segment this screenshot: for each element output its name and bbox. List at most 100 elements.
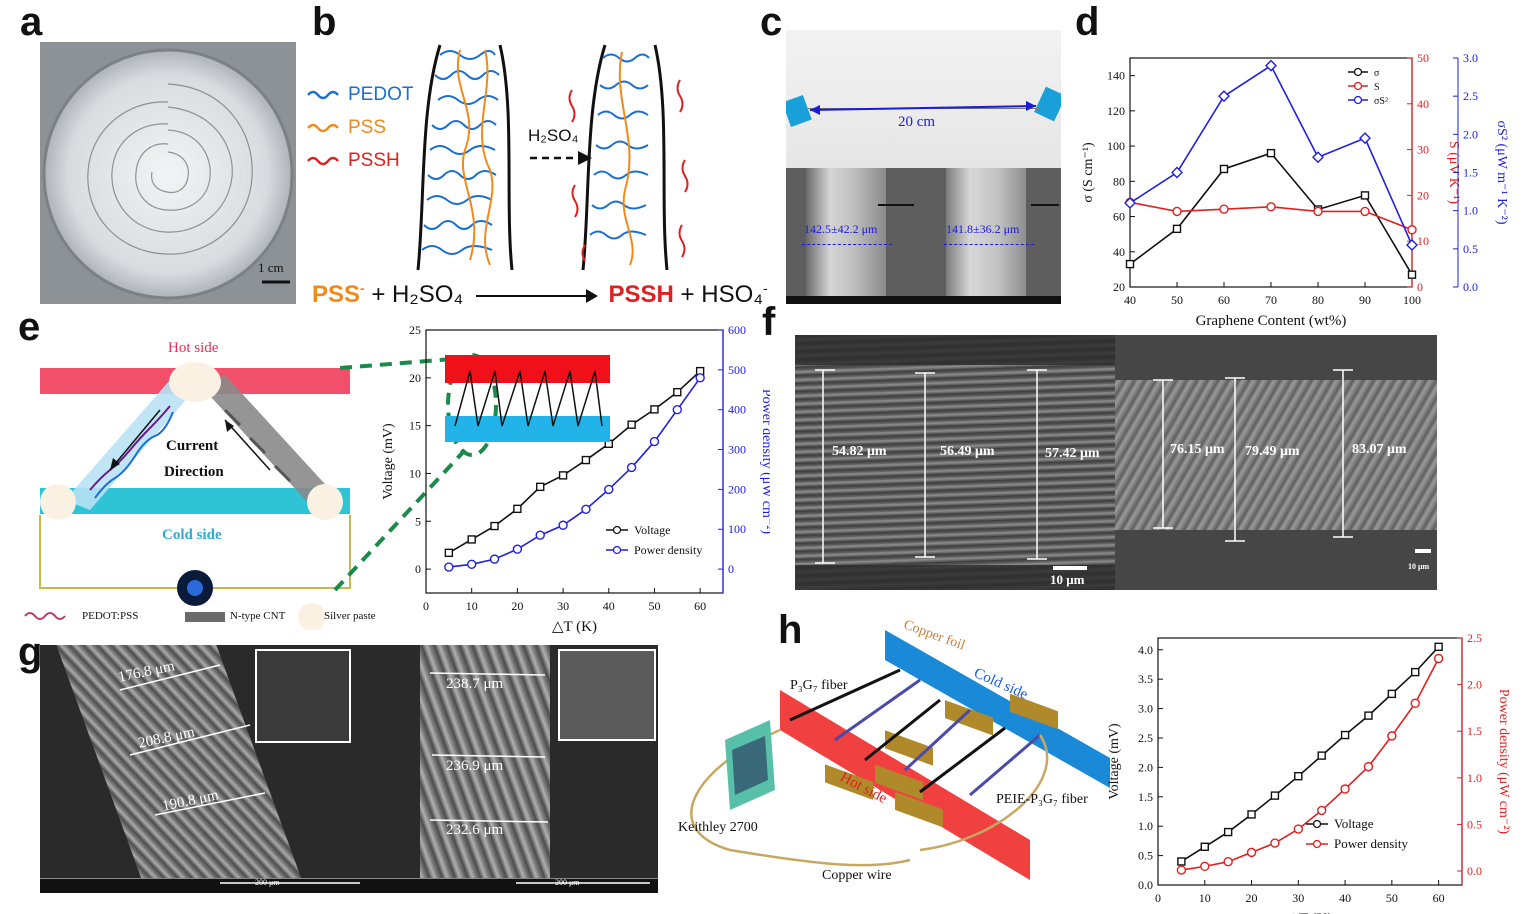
panel-label-d: d (1075, 0, 1100, 44)
y-tick-label: 600 (728, 323, 746, 337)
data-point (1223, 827, 1233, 837)
y-tick-label: 1.5 (1463, 166, 1478, 180)
x-tick-label: 0 (1155, 891, 1161, 905)
legend-marker (1353, 81, 1363, 91)
x-tick-label: 60 (1433, 891, 1445, 905)
y-tick-label: 2.0 (1138, 760, 1153, 774)
legend-marker (1312, 839, 1322, 849)
data-point (1265, 59, 1277, 72)
silver-paste-right (307, 484, 343, 520)
y-tick-label: 100 (728, 522, 746, 536)
y-tick-label: 0 (1417, 280, 1423, 294)
y-tick-label: 0 (728, 562, 734, 576)
legend-label: Voltage (1334, 816, 1374, 831)
eq-h2so4: + H₂SO₄ (364, 281, 464, 308)
x-axis-label: △T (K) (552, 619, 597, 635)
data-point (1200, 861, 1210, 872)
data-point (1176, 865, 1187, 875)
dimension-lines-f (815, 369, 1431, 570)
silver-paste-top (169, 362, 221, 402)
x-tick-label: 20 (511, 599, 523, 613)
dim-g-5: 236.9 μm (446, 758, 504, 774)
sem-image-g (40, 645, 658, 893)
pedot-pss-legend-icon (24, 612, 66, 620)
y-tick-label: 0.0 (1467, 864, 1482, 878)
y-tick-label: 200 (728, 482, 746, 496)
data-point (1177, 857, 1186, 866)
data-point (1407, 225, 1417, 235)
y-tick-label: 120 (1107, 104, 1125, 118)
x-tick-label: 40 (603, 599, 615, 613)
legend-pedot-pss: PEDOT:PSS (82, 610, 139, 622)
inset-hot-bar (445, 355, 610, 383)
diameter-label-c1: 142.5±42.2 μm (804, 222, 878, 236)
dim-g-4: 238.7 μm (446, 676, 504, 692)
legend-pss: PSS (348, 117, 387, 138)
y-tick-label: 0.5 (1467, 817, 1482, 831)
panel-label-e: e (18, 305, 41, 349)
legend-label: σ (1374, 68, 1380, 79)
panel-label-b: b (312, 0, 337, 44)
fiber-length-photo: 20 cm (786, 30, 1061, 168)
data-point (1363, 761, 1374, 772)
y-tick-label: 3.0 (1138, 702, 1153, 716)
y-tick-label: 4.0 (1138, 643, 1153, 657)
y-tick-label: 10 (1417, 234, 1429, 248)
dim-f-2: 56.49 μm (940, 444, 995, 459)
y-tick-label: 140 (1107, 69, 1125, 83)
legend-marker (612, 525, 622, 535)
legend-silver-paste: Silver paste (324, 610, 376, 622)
reaction-equation: PSS- + H₂SO₄ PSSH + HSO₄- (312, 280, 768, 309)
data-point (649, 436, 660, 447)
y-tick-label: 400 (728, 403, 746, 417)
y-tick-label: 2.0 (1467, 678, 1482, 692)
direction-label: Direction (164, 464, 224, 480)
data-point (1316, 805, 1327, 816)
y-tick-label: 20 (409, 371, 421, 385)
y-tick-label: 0.5 (1138, 849, 1153, 863)
data-point (558, 520, 568, 530)
y-tick-label: 3.5 (1138, 672, 1153, 686)
sem-image-f-right (1115, 335, 1437, 590)
x-tick-label: 70 (1265, 293, 1277, 307)
x-tick-label: 90 (1359, 293, 1371, 307)
y-tick-label: 0.0 (1463, 280, 1478, 294)
y-tick-label: 20 (1417, 188, 1429, 202)
x-tick-label: 20 (1246, 891, 1258, 905)
y-tick-label: 1.0 (1463, 204, 1478, 218)
dim-g-6: 232.6 μm (446, 822, 504, 838)
data-point (1172, 206, 1182, 217)
y-axis-label: Voltage (mV) (381, 423, 396, 500)
arrow-label-h2so4: H₂SO₄ (528, 126, 579, 145)
data-point (1340, 784, 1350, 794)
inset-zigzag (454, 370, 603, 427)
eq-hso4: + HSO₄- (673, 280, 768, 308)
cnt-legend-icon (185, 612, 225, 622)
data-point (1359, 132, 1371, 145)
data-point (1387, 731, 1397, 741)
y-tick-label: 1.0 (1138, 819, 1153, 833)
legend-label: Power density (634, 543, 702, 557)
data-point (512, 544, 523, 554)
dim-f-5: 79.49 μm (1245, 444, 1300, 459)
scale-label-f1: 10 μm (1050, 572, 1085, 587)
data-point (695, 373, 705, 383)
chart-h: 0 10 20 30 40 50 60 △T (K) 0.0 0.5 1.0 1.5 2.0 2.5 3.0… (1107, 631, 1511, 914)
panel-e-schematic (24, 362, 351, 630)
data-point (558, 471, 568, 480)
x-axis-label: △T (K) (1288, 911, 1333, 914)
y-axis-label: σS² (μW m⁻¹ K⁻²) (1494, 121, 1509, 225)
data-point (1387, 689, 1397, 699)
y-tick-label: 20 (1113, 280, 1125, 294)
data-point (1411, 667, 1420, 677)
y-tick-label: 40 (1113, 245, 1125, 259)
y-axis-label: Power density (μW cm⁻²) (1496, 689, 1511, 835)
data-point (1364, 711, 1373, 720)
legend-label: Voltage (634, 523, 670, 537)
pss-legend-icon (307, 123, 339, 133)
scale-label-a: 1 cm (258, 260, 284, 275)
x-tick-label: 30 (1292, 891, 1304, 905)
legend-label: Power density (1334, 836, 1409, 851)
data-point (490, 521, 499, 531)
chart-e: 0 10 20 30 40 50 60 △T (K) 0 5 10 15 20 25 Voltage (mV… (381, 323, 770, 635)
